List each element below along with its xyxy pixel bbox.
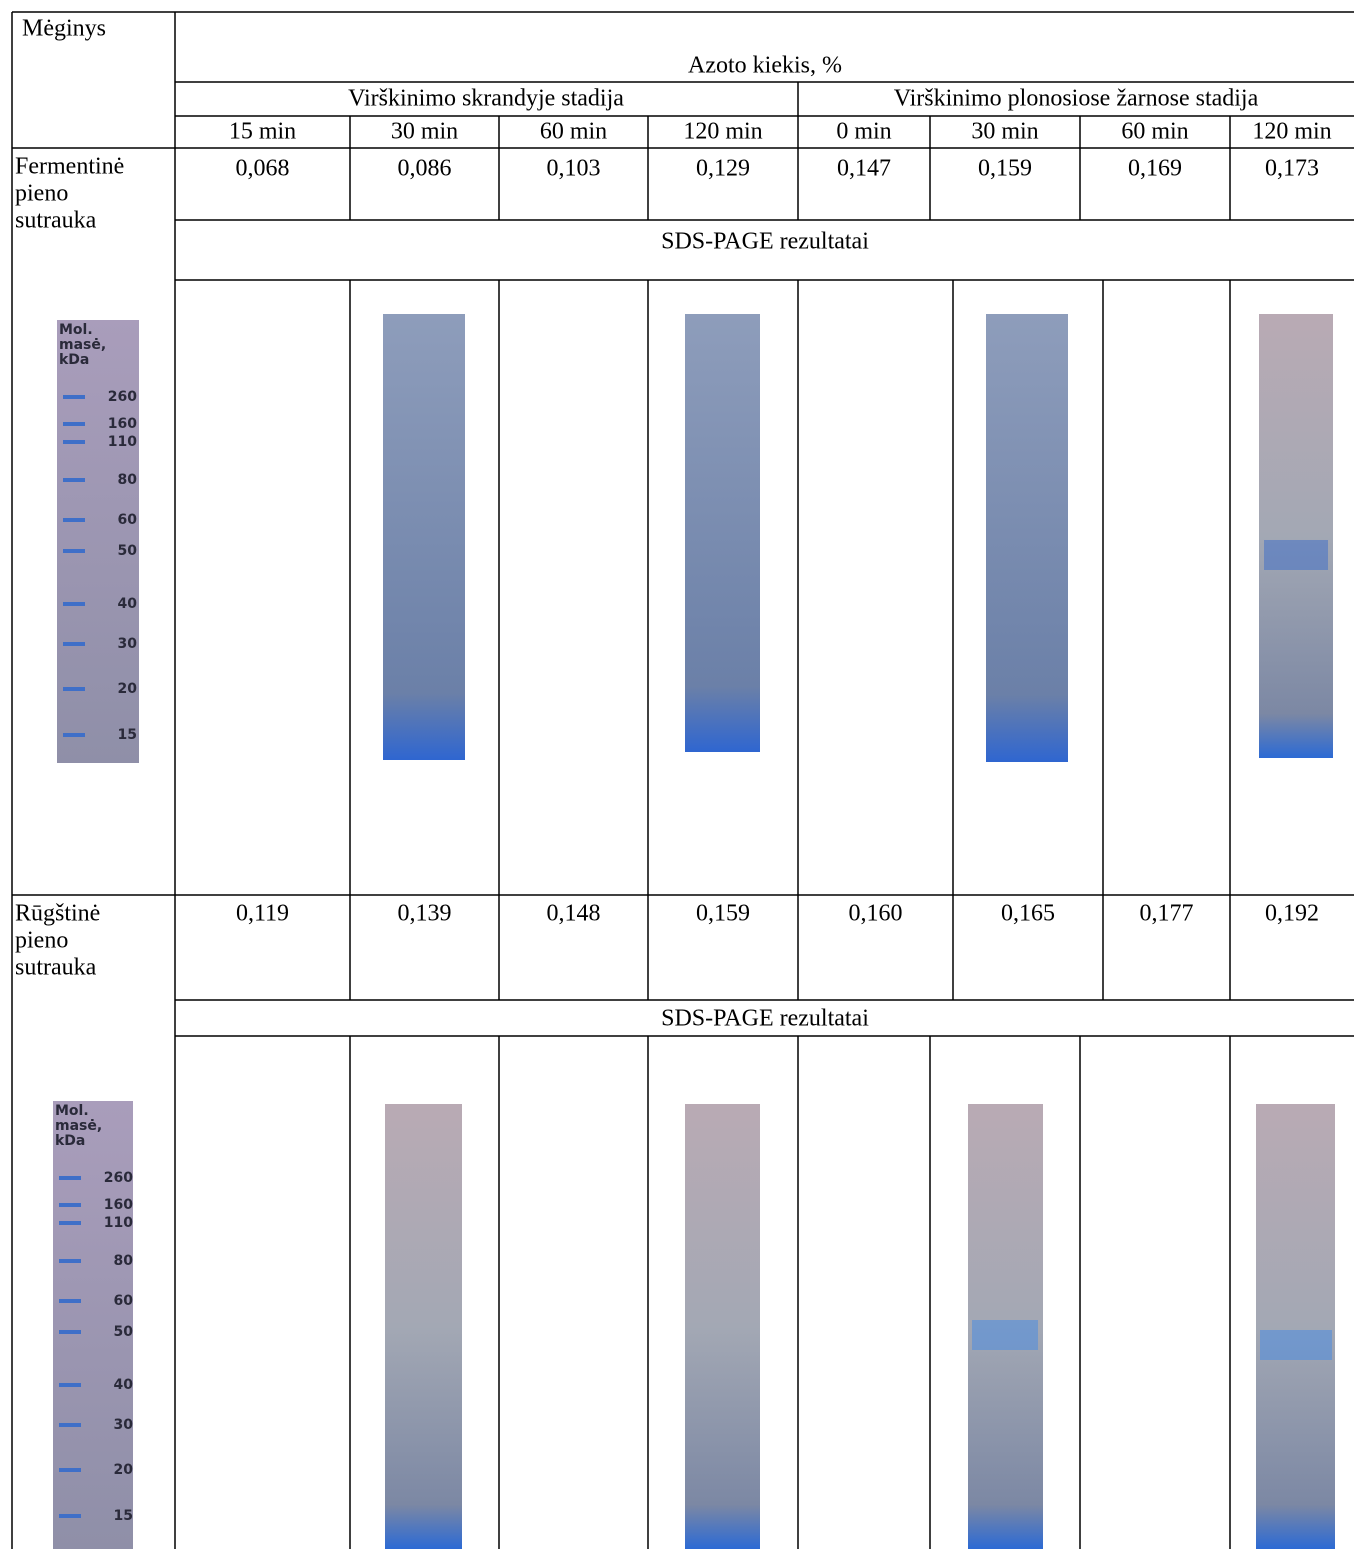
ladder-mark: 80 (118, 472, 138, 488)
cell-value: 0,173 (1265, 156, 1319, 182)
document-table: Mėginys Azoto kiekis, % Virškinimo skrandy… (0, 0, 1354, 1549)
cell-value: 0,139 (398, 901, 452, 927)
ladder-title: kDa (59, 352, 89, 368)
cell-value: 0,129 (696, 156, 750, 182)
cell-value: 0,177 (1140, 901, 1194, 927)
ladder-mark: 20 (118, 681, 138, 697)
ladder-title: masė, (59, 337, 106, 353)
ladder-title: Mol. (59, 322, 93, 338)
ladder-mark: 50 (118, 543, 138, 559)
cell-value: 0,086 (398, 156, 452, 182)
ladder-mark: 40 (118, 596, 138, 612)
header-measure: Azoto kiekis, % (688, 53, 842, 79)
ladder-title: masė, (55, 1118, 102, 1134)
stage-label: Virškinimo skrandyje stadija (348, 86, 624, 112)
stage-label: Virškinimo plonosiose žarnose stadija (894, 86, 1259, 112)
sample-name: pieno (15, 928, 68, 954)
ladder-mark: 15 (114, 1508, 133, 1524)
ladder-mark: 60 (114, 1293, 134, 1309)
ladder-mark: 30 (114, 1417, 134, 1433)
gel-lane (1256, 1104, 1335, 1549)
ladder-mark: 160 (104, 1197, 133, 1213)
time-label: 120 min (683, 119, 762, 145)
gel-lane (385, 1104, 462, 1549)
sample-name: sutrauka (15, 955, 97, 981)
time-label: 60 min (540, 119, 607, 145)
cell-value: 0,147 (837, 156, 891, 182)
ladder-mark: 110 (108, 434, 137, 450)
cell-value: 0,169 (1128, 156, 1182, 182)
gel-band (1264, 540, 1328, 570)
cell-value: 0,160 (849, 901, 903, 927)
time-label: 15 min (229, 119, 296, 145)
ladder-mark: 260 (108, 389, 137, 405)
gel-lane (685, 1104, 760, 1549)
cell-value: 0,068 (236, 156, 290, 182)
cell-value: 0,148 (547, 901, 601, 927)
cell-value: 0,159 (978, 156, 1032, 182)
gel-lane (986, 314, 1068, 762)
time-label: 30 min (971, 119, 1038, 145)
time-label: 120 min (1252, 119, 1331, 145)
ladder-mark: 160 (108, 416, 137, 432)
ladder-title: kDa (55, 1133, 85, 1149)
header-sample: Mėginys (22, 16, 106, 42)
ladder-mark: 60 (118, 512, 138, 528)
ladder-mark: 50 (114, 1324, 134, 1340)
cell-value: 0,119 (236, 901, 289, 927)
sample-name: sutrauka (15, 208, 97, 234)
cell-value: 0,165 (1001, 901, 1055, 927)
gel-band (1260, 1330, 1332, 1360)
ladder-mark: 15 (118, 727, 137, 743)
ladder-mark: 20 (114, 1462, 134, 1478)
time-label: 30 min (391, 119, 458, 145)
ladder-mark: 110 (104, 1215, 133, 1231)
gel-band (972, 1320, 1038, 1350)
ladder-mark: 30 (118, 636, 138, 652)
ladder-title: Mol. (55, 1103, 89, 1119)
gel-images (53, 314, 1335, 1549)
time-label: 60 min (1121, 119, 1188, 145)
cell-value: 0,159 (696, 901, 750, 927)
ladder-mark: 40 (114, 1377, 134, 1393)
sample-name: Fermentinė (15, 154, 124, 180)
sample-name: pieno (15, 181, 68, 207)
cell-value: 0,192 (1265, 901, 1319, 927)
sample-name: Rūgštinė (15, 901, 100, 927)
ladder-mark: 80 (114, 1253, 134, 1269)
ladder-mark: 260 (104, 1170, 133, 1186)
gel-lane (383, 314, 465, 760)
time-label: 0 min (836, 119, 891, 145)
gel-caption: SDS-PAGE rezultatai (661, 1006, 869, 1032)
gel-caption: SDS-PAGE rezultatai (661, 229, 869, 255)
gel-lane (1259, 314, 1333, 758)
gel-lane (685, 314, 760, 752)
cell-value: 0,103 (547, 156, 601, 182)
